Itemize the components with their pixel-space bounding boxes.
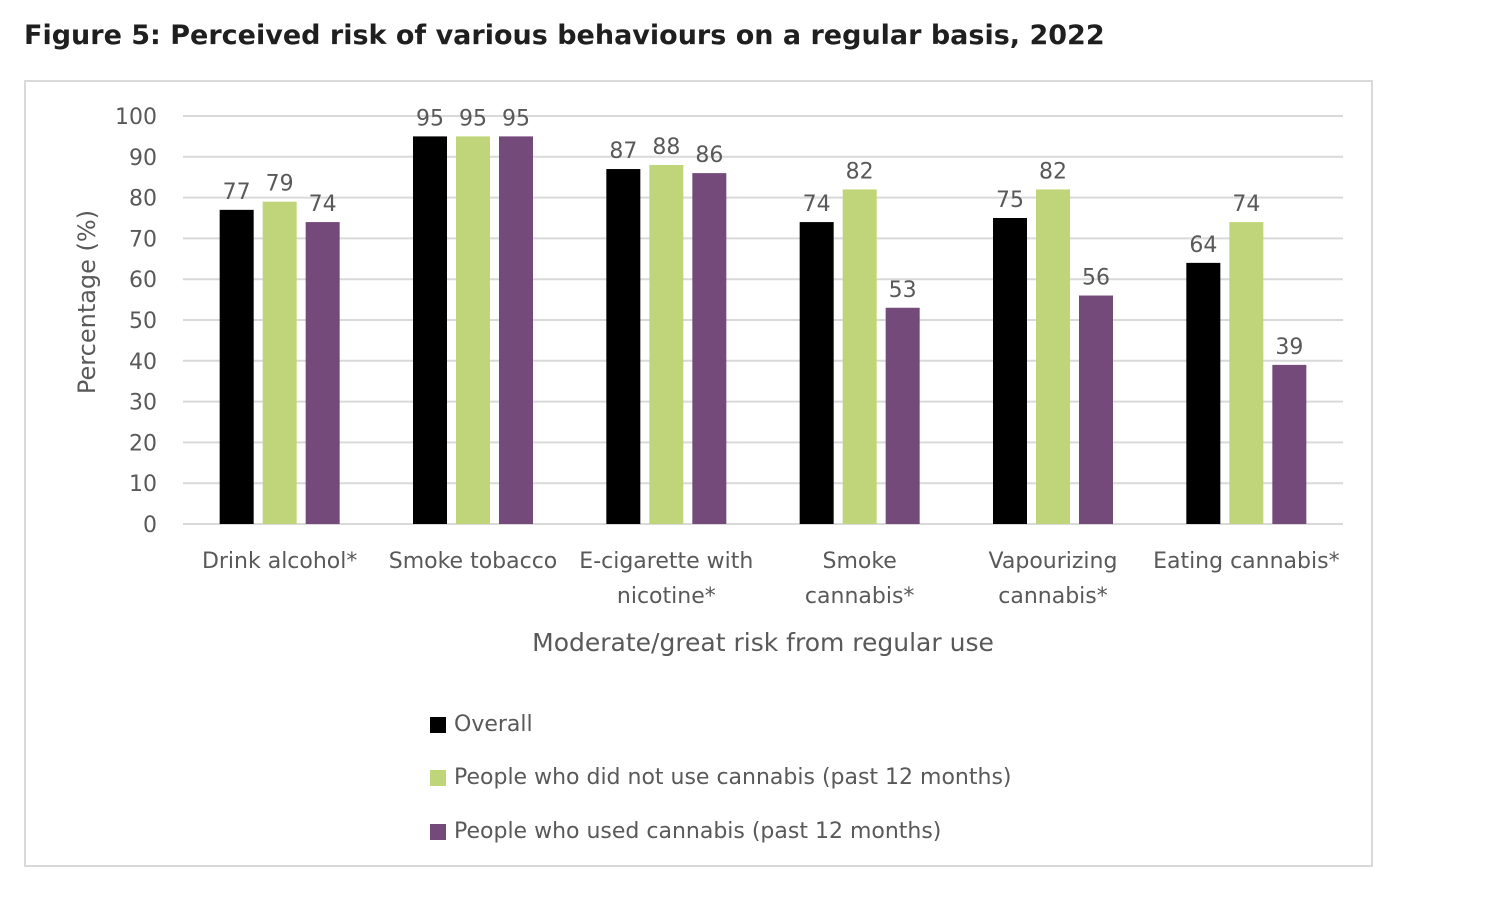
legend-swatch-overall (430, 716, 446, 733)
gridlines (183, 115, 1343, 525)
legend-swatch-users (430, 823, 446, 840)
bar (649, 164, 684, 524)
x-tick-label: Drink alcohol* (202, 549, 357, 574)
data-label: 75 (996, 188, 1024, 213)
data-label: 64 (1189, 233, 1217, 258)
x-tick-label: cannabis* (805, 584, 914, 609)
y-tick-label: 20 (129, 431, 157, 456)
figure-title: Figure 5: Perceived risk of various beha… (24, 20, 1105, 51)
bar (993, 218, 1027, 524)
data-label: 95 (459, 106, 487, 131)
data-label: 74 (1232, 192, 1260, 217)
bar (305, 222, 340, 524)
bar (219, 209, 254, 524)
x-tick-label: Vapourizing (989, 549, 1118, 574)
bar (692, 173, 727, 524)
bar (1079, 295, 1113, 524)
data-label: 82 (846, 159, 874, 184)
legend-item-non-users: People who did not use cannabis (past 12… (430, 765, 1012, 790)
x-tick-label: Smoke tobacco (389, 549, 558, 574)
data-label: 79 (266, 172, 294, 197)
data-label: 39 (1275, 335, 1303, 360)
y-tick-label: 70 (129, 227, 157, 252)
y-tick-label: 100 (115, 105, 157, 130)
data-label: 53 (889, 278, 917, 303)
legend-swatch-non-users (430, 769, 446, 786)
bar (799, 222, 834, 524)
data-label: 77 (223, 180, 251, 205)
bar (1036, 189, 1070, 524)
bar-chart: 0 10 20 30 40 50 60 70 80 90 100 77 79 74 95 95 95 87 88 8… (73, 105, 1343, 657)
bar (885, 307, 920, 524)
x-axis-categories: Drink alcohol* Smoke tobacco E-cigarette w… (202, 549, 1340, 609)
x-tick-label: cannabis* (998, 584, 1107, 609)
data-label: 95 (416, 106, 444, 131)
legend-label: People who used cannabis (past 12 months… (454, 819, 942, 844)
data-label: 95 (502, 106, 530, 131)
data-label: 74 (803, 192, 831, 217)
y-tick-label: 40 (129, 350, 157, 375)
bar (413, 136, 447, 524)
data-label: 82 (1039, 159, 1067, 184)
x-axis-label: Moderate/great risk from regular use (532, 628, 994, 657)
bar (262, 201, 297, 524)
y-tick-label: 30 (129, 391, 157, 416)
y-tick-label: 10 (129, 472, 157, 497)
bar (456, 136, 490, 524)
y-tick-label: 50 (129, 309, 157, 334)
chart-frame: 0 10 20 30 40 50 60 70 80 90 100 77 79 74 95 95 95 87 88 8… (24, 80, 1373, 867)
data-label: 86 (695, 143, 723, 168)
legend-item-users: People who used cannabis (past 12 months… (430, 819, 941, 844)
data-label: 56 (1082, 266, 1110, 291)
y-tick-label: 0 (143, 513, 157, 538)
x-tick-label: E-cigarette with (579, 549, 753, 574)
x-tick-label: Eating cannabis* (1153, 549, 1340, 574)
y-tick-label: 80 (129, 187, 157, 212)
y-tick-label: 90 (129, 146, 157, 171)
x-tick-label: Smoke (822, 549, 896, 574)
bars (219, 136, 1307, 524)
bar (1272, 364, 1307, 524)
x-tick-label: nicotine* (617, 584, 716, 609)
bar (499, 136, 533, 524)
bar (1186, 262, 1221, 524)
bar (842, 189, 877, 524)
bar (1229, 222, 1264, 524)
data-label: 87 (609, 139, 637, 164)
y-axis-label: Percentage (%) (73, 210, 101, 394)
y-tick-label: 60 (129, 268, 157, 293)
legend-label: People who did not use cannabis (past 12… (454, 765, 1012, 790)
data-label: 88 (652, 135, 680, 160)
legend-item-overall: Overall (430, 712, 533, 737)
legend-label: Overall (454, 712, 533, 737)
data-label: 74 (309, 192, 337, 217)
data-labels: 77 79 74 95 95 95 87 88 86 74 82 53 75 82 56 64 74 39 (223, 106, 1304, 359)
bar (606, 169, 641, 524)
y-axis-ticks: 0 10 20 30 40 50 60 70 80 90 100 (115, 105, 157, 538)
